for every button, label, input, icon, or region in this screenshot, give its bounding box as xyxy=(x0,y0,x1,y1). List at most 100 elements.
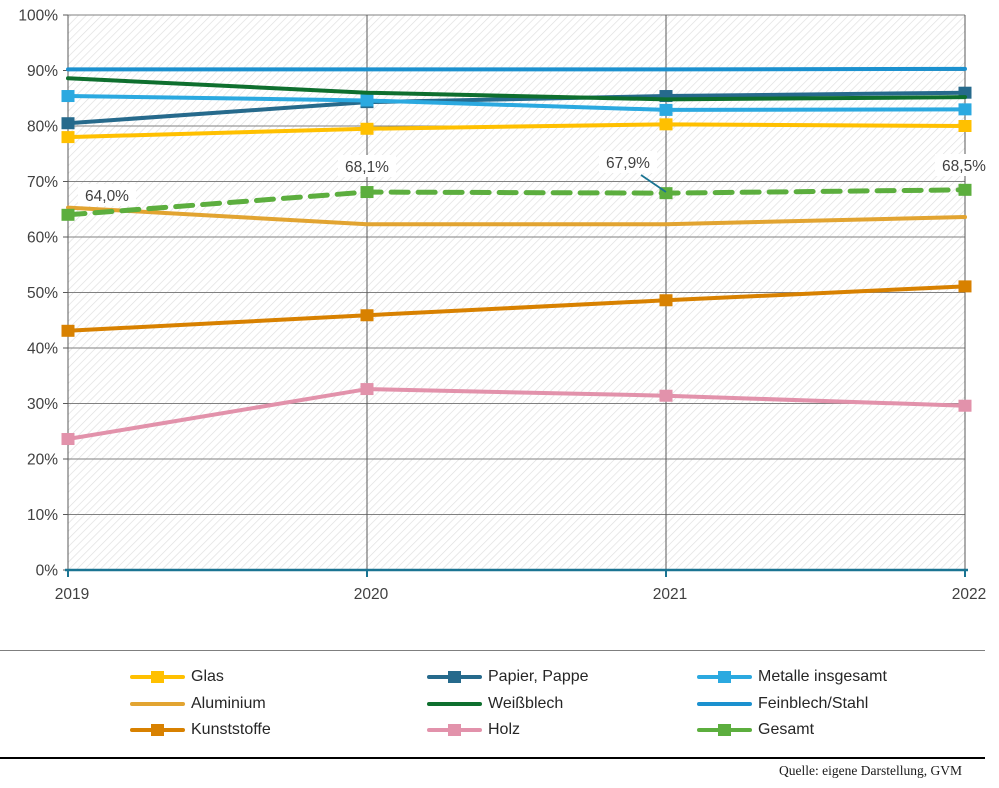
series-markers-metalle-insgesamt xyxy=(61,90,972,116)
legend-label: Gesamt xyxy=(758,721,815,739)
legend-line-icon xyxy=(130,701,185,706)
x-tick-label: 2019 xyxy=(55,586,89,603)
legend-label: Kunststoffe xyxy=(191,721,271,739)
legend-marker-icon xyxy=(151,724,164,737)
data-point-marker xyxy=(958,399,972,412)
series-line-holz xyxy=(66,387,967,442)
legend-item-aluminium: Aluminium xyxy=(130,691,271,718)
x-tick-label: 2021 xyxy=(653,586,687,603)
series-line-glas xyxy=(66,122,967,140)
series-markers-holz xyxy=(61,383,972,446)
legend-marker-icon xyxy=(718,724,731,737)
data-point-marker xyxy=(659,118,673,131)
data-point-marker xyxy=(360,94,374,107)
legend-item-gesamt: Gesamt xyxy=(697,717,887,744)
data-point-marker xyxy=(958,120,972,132)
legend-top-divider xyxy=(0,650,985,651)
x-tick-label: 2020 xyxy=(354,586,389,603)
data-point-marker xyxy=(958,103,972,116)
legend-swatch-feinblech-stahl xyxy=(697,696,752,711)
annotations: 64,0% 68,1% 67,9% 68,5% xyxy=(78,151,993,206)
annotation-box xyxy=(338,155,396,177)
legend-item-kunststoffe: Kunststoffe xyxy=(130,717,271,744)
legend-label: Holz xyxy=(488,721,521,739)
y-tick-label: 10% xyxy=(27,507,58,524)
y-axis-tick-labels: 0% 10% 20% 30% 40% 50% 60% 70% 80% 90% 100% xyxy=(18,8,58,580)
legend-marker-icon xyxy=(448,671,461,684)
legend-marker-icon xyxy=(718,671,731,684)
series-line-papier-pappe xyxy=(66,90,967,126)
x-tick-label: 2022 xyxy=(952,586,986,603)
series-line-gesamt xyxy=(65,187,968,218)
legend-column-3: Metalle insgesamt Feinblech/Stahl Gesamt xyxy=(697,664,887,744)
y-tick-label: 90% xyxy=(27,63,58,80)
legend-marker-icon xyxy=(448,724,461,737)
data-point-marker xyxy=(360,122,374,135)
chart-legend: Glas Aluminium Kunststoffe Papier, Pappe We… xyxy=(0,650,999,758)
chart-svg: 0% 10% 20% 30% 40% 50% 60% 70% 80% 90% 100% 2019 202… xyxy=(18,7,993,603)
data-point-marker xyxy=(61,90,75,103)
data-point-marker xyxy=(360,383,374,396)
series-line-aluminium xyxy=(66,205,967,227)
legend-swatch-glas xyxy=(130,670,185,685)
legend-swatch-papier-pappe xyxy=(427,670,482,685)
legend-swatch-weissblech xyxy=(427,696,482,711)
y-tick-label: 20% xyxy=(27,452,58,469)
legend-swatch-aluminium xyxy=(130,696,185,711)
legend-swatch-kunststoffe xyxy=(130,723,185,738)
legend-column-1: Glas Aluminium Kunststoffe xyxy=(130,664,271,744)
series-line-feinblech-stahl xyxy=(66,66,967,72)
annotation-box xyxy=(935,154,993,176)
legend-label: Papier, Pappe xyxy=(488,668,589,686)
legend-marker-icon xyxy=(151,671,164,684)
series-markers-gesamt xyxy=(61,183,972,221)
series-line-weissblech xyxy=(66,76,967,102)
legend-item-metalle-insgesamt: Metalle insgesamt xyxy=(697,664,887,691)
annotation-label: 68,5% xyxy=(942,158,986,175)
y-tick-label: 0% xyxy=(36,563,59,580)
data-point-marker xyxy=(659,389,673,402)
legend-item-holz: Holz xyxy=(427,717,589,744)
data-point-marker xyxy=(360,186,374,199)
data-point-marker xyxy=(61,117,75,130)
data-point-marker xyxy=(61,208,75,221)
legend-swatch-gesamt xyxy=(697,723,752,738)
series-line-kunststoffe xyxy=(66,284,967,333)
data-point-marker xyxy=(659,103,673,116)
data-point-marker xyxy=(61,324,75,337)
y-tick-label: 70% xyxy=(27,174,58,191)
annotation-leader-line xyxy=(640,174,667,193)
legend-item-glas: Glas xyxy=(130,664,271,691)
data-point-marker xyxy=(958,183,972,196)
source-note: Quelle: eigene Darstellung, GVM xyxy=(779,763,962,778)
annotation-box xyxy=(599,151,657,173)
data-point-marker xyxy=(958,280,972,293)
y-tick-label: 80% xyxy=(27,119,58,136)
series-markers-glas xyxy=(61,118,972,144)
data-point-marker xyxy=(61,433,75,446)
bottom-divider xyxy=(0,757,985,759)
data-point-marker xyxy=(659,294,673,307)
data-point-marker xyxy=(61,131,75,144)
annotation-box xyxy=(78,184,136,206)
series-line-metalle-insgesamt xyxy=(66,94,967,112)
legend-item-weissblech: Weißblech xyxy=(427,691,589,718)
y-tick-label: 50% xyxy=(27,285,58,302)
y-tick-label: 40% xyxy=(27,341,58,358)
legend-swatch-holz xyxy=(427,723,482,738)
y-tick-label: 100% xyxy=(18,8,58,25)
legend-item-feinblech-stahl: Feinblech/Stahl xyxy=(697,691,887,718)
legend-line-icon xyxy=(427,701,482,706)
series-markers-kunststoffe xyxy=(61,280,972,337)
legend-label: Metalle insgesamt xyxy=(758,668,887,686)
y-tick-label: 30% xyxy=(27,396,58,413)
y-tick-label: 60% xyxy=(27,230,58,247)
line-chart: 0% 10% 20% 30% 40% 50% 60% 70% 80% 90% 100% 2019 202… xyxy=(18,7,993,603)
legend-item-papier-pappe: Papier, Pappe xyxy=(427,664,589,691)
legend-line-icon xyxy=(697,701,752,706)
legend-column-2: Papier, Pappe Weißblech Holz xyxy=(427,664,589,744)
legend-swatch-metalle-insgesamt xyxy=(697,670,752,685)
data-point-marker xyxy=(360,309,374,322)
legend-label: Aluminium xyxy=(191,694,266,712)
